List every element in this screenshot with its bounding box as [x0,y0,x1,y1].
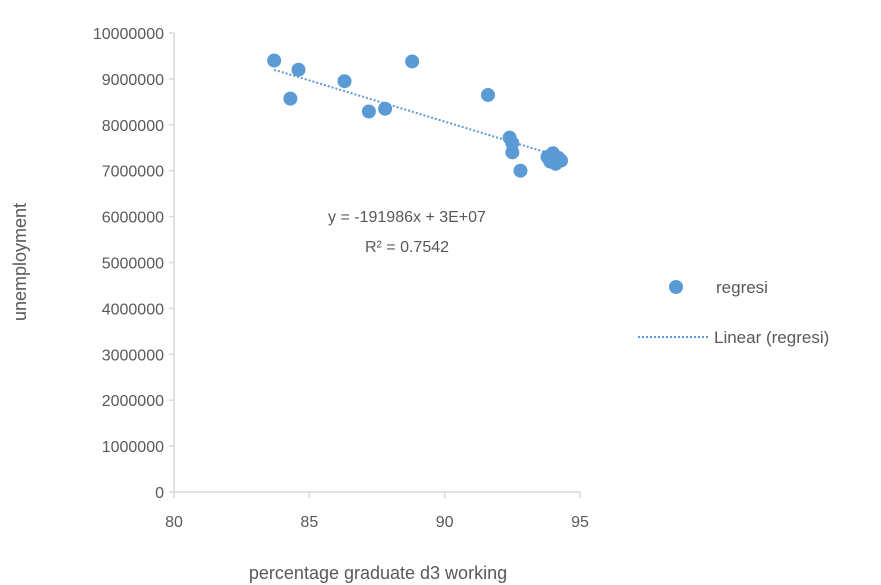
x-tick-label: 90 [436,514,454,531]
data-point [337,74,352,89]
y-tick-labels: 0 1000000 2000000 3000000 4000000 5000000 6000… [93,26,174,502]
y-axis-title: unemployment [10,203,30,321]
data-point [291,62,306,77]
y-tick-label: 10000000 [93,26,164,43]
legend-label-regresi: regresi [716,278,768,297]
y-tick-label: 0 [155,485,164,502]
x-tick-label: 95 [571,514,589,531]
data-points [267,53,569,178]
x-tick-labels: 80 85 90 95 [165,492,589,531]
data-point [267,53,282,68]
x-axis-title: percentage graduate d3 working [249,563,507,583]
y-tick-label: 9000000 [102,72,164,89]
y-tick-label: 4000000 [102,301,164,318]
y-tick-label: 8000000 [102,118,164,135]
x-tick-label: 85 [300,514,318,531]
data-point [513,163,528,178]
legend-label-linear: Linear (regresi) [714,328,829,347]
data-point [405,54,420,69]
data-point [554,153,569,168]
legend-marker-regresi [669,280,683,294]
trendline-r-squared: R² = 0.7542 [365,239,449,256]
data-point [361,104,376,119]
data-point [505,145,520,160]
y-tick-label: 5000000 [102,256,164,273]
legend: regresi Linear (regresi) [638,278,829,347]
y-tick-label: 3000000 [102,347,164,364]
data-point [378,101,393,116]
data-point [480,87,495,102]
x-tick-label: 80 [165,514,183,531]
y-tick-label: 7000000 [102,164,164,181]
trendline-equation: y = -191986x + 3E+07 [328,209,486,226]
y-tick-label: 1000000 [102,439,164,456]
y-tick-label: 2000000 [102,393,164,410]
y-tick-label: 6000000 [102,210,164,227]
data-point [283,91,298,106]
